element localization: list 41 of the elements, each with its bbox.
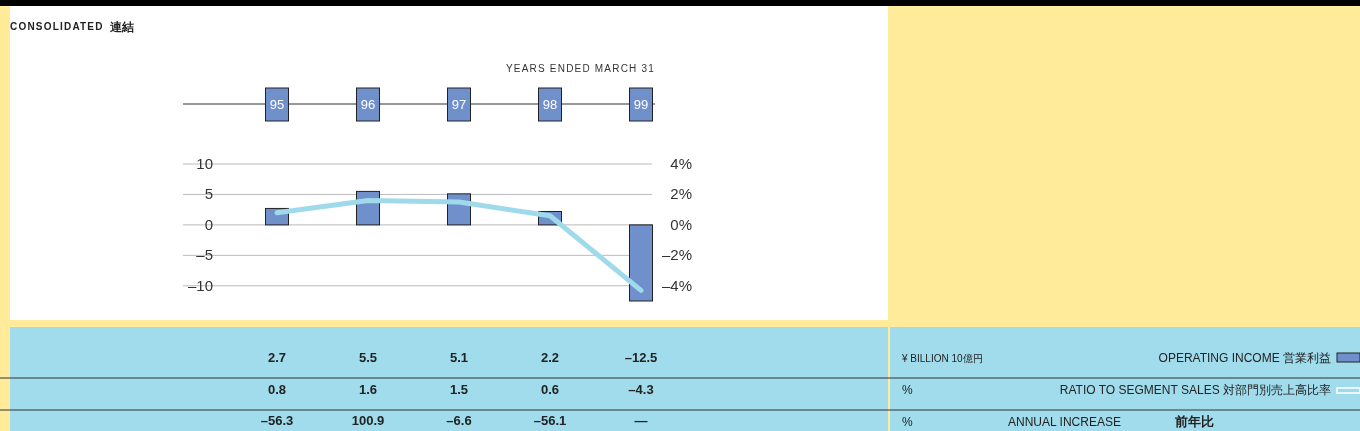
y2-tick-label: 2% xyxy=(670,185,692,203)
text: % xyxy=(902,415,913,429)
y-tick-label: –5 xyxy=(196,246,213,264)
data-label: 1.5 xyxy=(449,382,469,397)
y-tick-label: 10 xyxy=(196,155,213,172)
y-tick-label: 0 xyxy=(204,215,213,233)
x-tick-label: 96 xyxy=(360,97,376,112)
bar xyxy=(629,224,653,302)
text: –6.6 xyxy=(446,413,472,428)
data-label: 2.7 xyxy=(267,350,287,365)
x-tick-label: 99 xyxy=(633,97,649,112)
data-label: 2.2 xyxy=(540,350,560,365)
y2-tick-label: 0% xyxy=(670,215,692,233)
data-label: 5.1 xyxy=(449,350,469,365)
y-tick-label: –10 xyxy=(187,276,213,294)
text: ¥ BILLION 10億円 xyxy=(901,353,983,364)
text: –56.3 xyxy=(260,413,294,428)
data-label: 1.6 xyxy=(358,382,378,397)
legend-label: OPERATING INCOME 営業利益 xyxy=(1158,351,1331,365)
legend-label: RATIO TO SEGMENT SALES 対部門別売上高比率 xyxy=(1059,383,1331,397)
y2-tick-label: –4% xyxy=(661,276,692,294)
y-tick-label: 5 xyxy=(204,185,213,203)
y2-tick-label: –2% xyxy=(661,246,692,264)
text: 前年比 xyxy=(1174,414,1214,429)
text: CONSOLIDATED xyxy=(10,21,104,32)
x-tick-label: 97 xyxy=(451,97,467,112)
x-tick-label: 98 xyxy=(542,97,558,112)
text: — xyxy=(634,413,648,428)
y2-tick-label: 4% xyxy=(670,155,692,172)
text: % xyxy=(902,383,913,397)
data-label: 0.6 xyxy=(540,382,560,397)
text: –56.1 xyxy=(533,413,567,428)
data-label: –4.3 xyxy=(628,382,654,397)
data-label: –12.5 xyxy=(624,350,658,365)
x-tick-label: 95 xyxy=(269,97,285,112)
text: 100.9 xyxy=(351,413,385,428)
x-axis-title: YEARS ENDED MARCH 31 xyxy=(505,63,655,74)
data-label: 0.8 xyxy=(267,382,287,397)
data-label: 5.5 xyxy=(358,350,378,365)
text: ANNUAL INCREASE xyxy=(1008,415,1121,429)
chart-subtitle: 連結 xyxy=(109,20,134,34)
